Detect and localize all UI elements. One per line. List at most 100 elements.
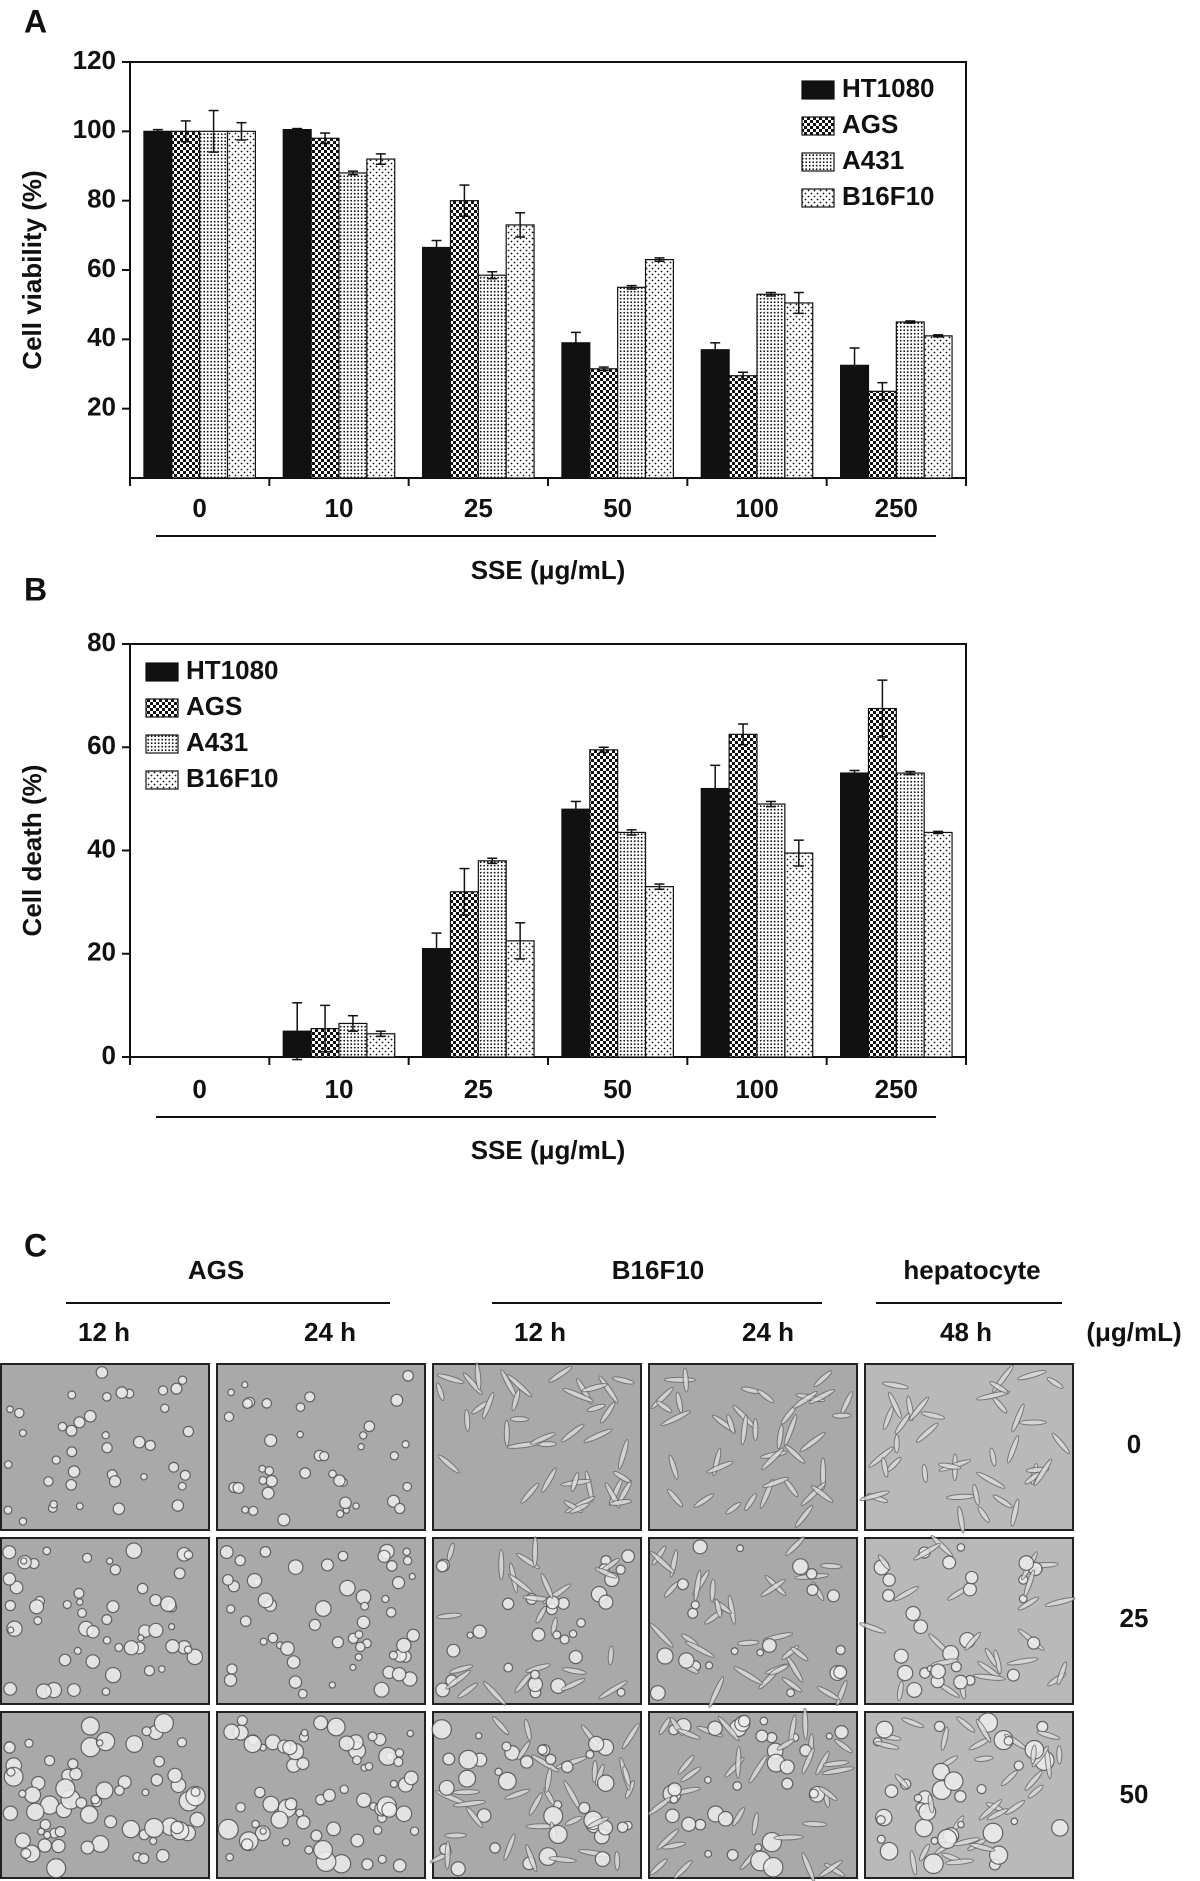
y-axis-label: Cell death (%) [17, 765, 47, 937]
cell [523, 1718, 532, 1742]
error-bar [598, 746, 609, 754]
cell [953, 1837, 981, 1847]
error-bar [905, 770, 916, 776]
error-bar [793, 839, 804, 867]
cell [540, 1572, 554, 1599]
time-label: 12 h [514, 1317, 566, 1347]
cell [548, 1856, 577, 1863]
cell [67, 1390, 77, 1400]
micrograph [864, 1711, 1074, 1879]
cell [445, 1669, 472, 1690]
cell [240, 1838, 254, 1851]
cell [109, 1564, 122, 1576]
cell [704, 1776, 712, 1784]
cell [544, 1753, 557, 1766]
panel-label: C [24, 1227, 47, 1263]
cell [794, 1504, 814, 1528]
cell [1019, 1419, 1047, 1426]
bar [338, 172, 368, 479]
cell [190, 1786, 201, 1797]
cell [261, 1486, 275, 1500]
y-tick-label: 120 [73, 45, 116, 75]
cell [578, 1801, 591, 1815]
cell [781, 1777, 794, 1790]
cell [363, 1420, 376, 1433]
cell [29, 1599, 45, 1615]
cell [286, 1655, 301, 1670]
cell [4, 1460, 13, 1469]
cell [773, 1834, 804, 1841]
bar [867, 390, 897, 479]
legend-label: A431 [842, 145, 904, 175]
cell [402, 1547, 411, 1557]
cell [884, 1784, 899, 1799]
cell [474, 1362, 482, 1391]
cell [661, 1841, 686, 1850]
panel-label: A [24, 3, 47, 39]
cell [143, 1665, 156, 1677]
cell [259, 1827, 267, 1835]
cell [2, 1805, 19, 1821]
cell [680, 1766, 702, 1783]
error-bar [487, 270, 498, 280]
cell [42, 1546, 52, 1556]
cell [649, 1858, 668, 1876]
cell [18, 1789, 27, 1798]
cell [525, 1844, 538, 1873]
micrograph [648, 1536, 858, 1708]
cell [406, 1729, 415, 1738]
cell [586, 1816, 610, 1829]
bar [923, 335, 953, 479]
x-tick-label: 25 [464, 493, 493, 523]
cell [622, 1765, 632, 1787]
cell [511, 1389, 521, 1412]
cell [681, 1816, 697, 1832]
cell [18, 1428, 27, 1438]
bar [617, 286, 647, 479]
cell [1056, 1661, 1067, 1686]
cell [359, 1431, 368, 1440]
cell [339, 1496, 352, 1510]
cell [182, 1425, 195, 1438]
x-tick-label: 100 [735, 1074, 778, 1104]
cell [616, 1687, 626, 1697]
cell [458, 1749, 479, 1770]
cell [431, 1719, 452, 1740]
cell [600, 1401, 616, 1424]
cell [656, 1828, 680, 1850]
cell [33, 1616, 43, 1626]
cell [141, 1788, 150, 1797]
bar [589, 749, 619, 1058]
cell [784, 1444, 806, 1464]
cell [1024, 1770, 1043, 1791]
cell [167, 1767, 183, 1784]
cell [692, 1539, 708, 1555]
cell [24, 1786, 42, 1804]
time-label: 12 h [78, 1317, 130, 1347]
cell [1010, 1498, 1020, 1527]
cell [927, 1794, 935, 1814]
cell [149, 1593, 162, 1607]
cell [386, 1560, 398, 1572]
cell [101, 1614, 113, 1626]
cell [921, 1463, 928, 1483]
cell [835, 1644, 846, 1656]
cell [121, 1819, 141, 1839]
cell [296, 1815, 311, 1830]
cell [3, 1505, 13, 1515]
cell [982, 1822, 1004, 1844]
cell [821, 1766, 855, 1776]
cell [709, 1578, 716, 1603]
cell [90, 1794, 101, 1805]
cell [816, 1686, 841, 1701]
cell [1011, 1403, 1025, 1433]
cell [339, 1579, 356, 1597]
cell [933, 1720, 946, 1733]
cell [43, 1476, 54, 1487]
bar [449, 891, 479, 1058]
cell [437, 1454, 460, 1474]
cell [462, 1372, 483, 1396]
cell [7, 1626, 15, 1634]
cell [26, 1802, 45, 1822]
bar [644, 886, 674, 1058]
